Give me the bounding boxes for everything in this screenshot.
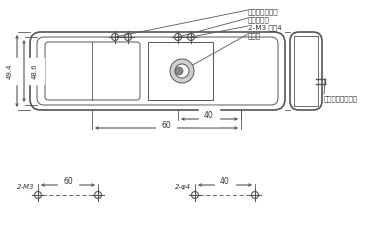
Text: 取付ねじ穴: 取付ねじ穴 — [248, 16, 270, 23]
Text: 電池室: 電池室 — [248, 32, 261, 39]
Text: 49.4: 49.4 — [7, 63, 13, 79]
Text: 40: 40 — [220, 176, 230, 186]
FancyBboxPatch shape — [290, 32, 322, 110]
Text: 48.6: 48.6 — [32, 63, 38, 79]
Text: 2-φ4: 2-φ4 — [175, 184, 191, 190]
Text: 60: 60 — [161, 120, 171, 130]
Text: 40: 40 — [204, 112, 214, 120]
FancyBboxPatch shape — [30, 32, 285, 110]
Text: リセットスイッチ: リセットスイッチ — [324, 95, 358, 102]
Text: 2-M3 深さ4: 2-M3 深さ4 — [248, 24, 282, 31]
Text: ねじ引っ掛け穴: ねじ引っ掛け穴 — [248, 8, 279, 15]
Text: 60: 60 — [63, 176, 73, 186]
Circle shape — [175, 67, 183, 75]
Bar — [148, 42, 213, 100]
Circle shape — [170, 59, 194, 83]
Circle shape — [175, 64, 189, 78]
Text: 2-M3: 2-M3 — [17, 184, 34, 190]
